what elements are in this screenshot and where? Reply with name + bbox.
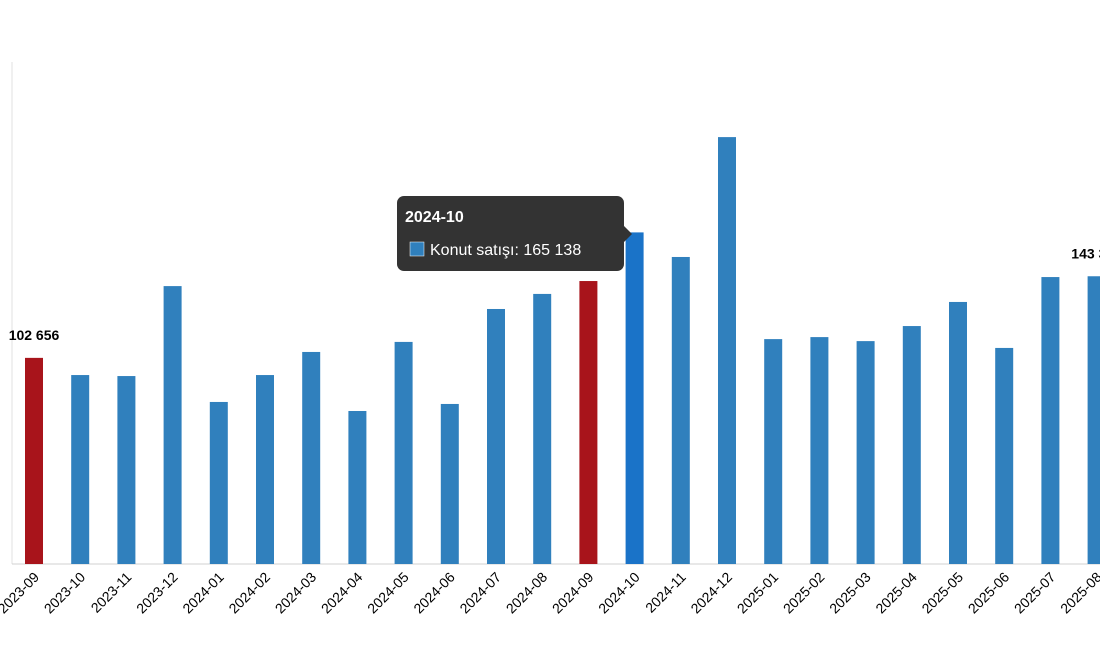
x-tick-label: 2023-11 — [88, 569, 135, 616]
x-tick-label: 2025-01 — [734, 569, 782, 617]
bar — [949, 301, 967, 564]
bar — [856, 341, 875, 564]
bar — [995, 347, 1014, 564]
bar — [764, 339, 783, 564]
x-tick-label: 2024-08 — [503, 569, 551, 617]
bar — [302, 351, 321, 564]
value-label: 102 656 — [9, 327, 60, 343]
bar — [718, 137, 736, 565]
bar — [394, 341, 413, 564]
x-tick-label: 2024-05 — [364, 569, 412, 617]
x-tick-label: 2023-10 — [41, 569, 89, 617]
bar — [209, 401, 228, 564]
x-tick-label: 2025-08 — [1057, 569, 1100, 617]
x-tick-label: 2025-06 — [965, 569, 1013, 617]
x-tick-label: 2025-07 — [1011, 569, 1059, 617]
bar — [1087, 276, 1100, 564]
x-tick-label: 2023-12 — [133, 569, 181, 617]
tooltip-title: 2024-10 — [405, 209, 464, 226]
x-tick-label: 2025-02 — [780, 569, 828, 617]
tooltip-arrow — [624, 226, 632, 242]
tooltip: 2024-10 Konut satışı: 165 138 — [397, 196, 632, 271]
x-tick-label: 2024-11 — [642, 569, 689, 616]
x-tick-label: 2024-01 — [179, 569, 227, 617]
tooltip-swatch — [409, 241, 425, 257]
bar — [163, 286, 182, 564]
x-tick-label: 2025-04 — [872, 569, 920, 617]
bar — [348, 410, 367, 564]
value-label: 143 300 — [1071, 245, 1100, 261]
bar — [625, 232, 644, 564]
x-tick-label: 2024-04 — [318, 569, 366, 617]
bar — [902, 326, 921, 564]
tooltip-box — [397, 196, 624, 271]
bar — [487, 308, 505, 564]
x-tick-label: 2024-06 — [410, 569, 458, 617]
x-tick-label: 2025-03 — [826, 569, 874, 617]
bar — [1041, 277, 1060, 564]
bar — [671, 256, 690, 564]
x-tick-label: 2023-09 — [0, 569, 42, 617]
bar — [25, 357, 43, 564]
x-tick-label: 2025-05 — [918, 569, 966, 617]
x-tick-label: 2024-10 — [595, 569, 643, 617]
bar — [533, 293, 552, 564]
x-tick-label: 2024-07 — [456, 569, 504, 617]
x-tick-label: 2024-12 — [687, 569, 735, 617]
bar — [117, 376, 136, 564]
x-tick-label: 2024-03 — [272, 569, 320, 617]
x-tick-label: 2024-09 — [549, 569, 597, 617]
bar — [810, 337, 829, 564]
bar — [440, 403, 459, 564]
x-tick-label: 2024-02 — [225, 569, 273, 617]
tooltip-text: Konut satışı: 165 138 — [430, 242, 581, 259]
bar — [579, 281, 598, 564]
bar — [256, 375, 274, 564]
bar — [71, 375, 90, 564]
